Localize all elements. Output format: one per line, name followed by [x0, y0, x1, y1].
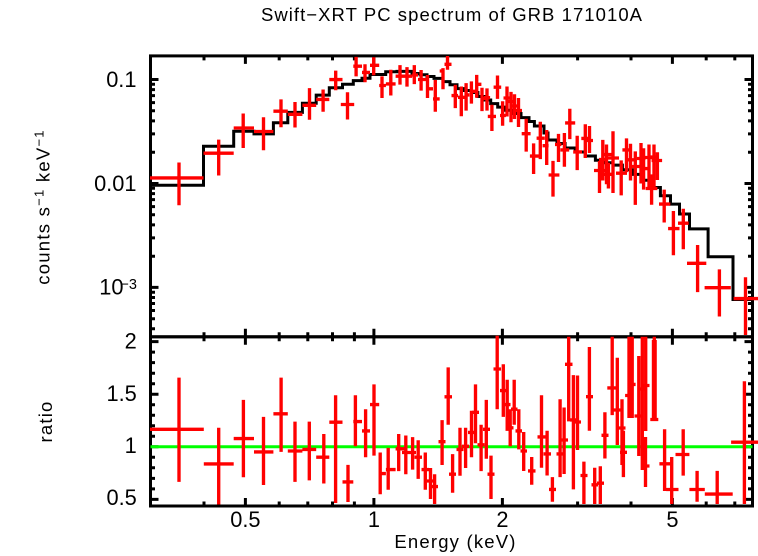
svg-text:10: 10	[99, 275, 123, 300]
svg-text:ratio: ratio	[35, 401, 56, 443]
svg-text:5: 5	[666, 507, 678, 532]
svg-text:counts s−1 keV−1: counts s−1 keV−1	[32, 129, 54, 285]
svg-text:0.5: 0.5	[106, 485, 136, 510]
svg-text:1: 1	[125, 433, 137, 458]
svg-text:1.5: 1.5	[106, 381, 136, 406]
svg-text:−3: −3	[120, 277, 137, 293]
svg-text:0.1: 0.1	[106, 67, 136, 92]
svg-text:2: 2	[496, 507, 508, 532]
svg-text:2: 2	[125, 329, 137, 354]
svg-text:1: 1	[368, 507, 380, 532]
svg-text:Energy (keV): Energy (keV)	[394, 531, 516, 552]
svg-text:0.5: 0.5	[230, 507, 260, 532]
svg-text:Swift−XRT PC spectrum of GRB 1: Swift−XRT PC spectrum of GRB 171010A	[261, 4, 643, 25]
svg-text:0.01: 0.01	[94, 171, 136, 196]
